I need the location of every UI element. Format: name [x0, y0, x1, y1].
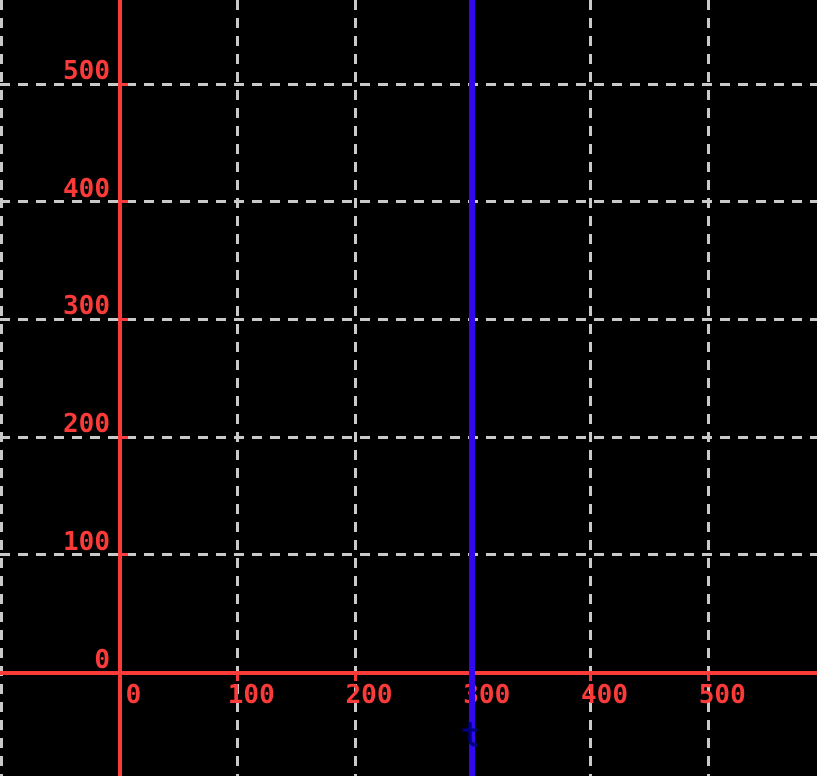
x-tick-500	[706, 673, 710, 681]
y-tick-label-500: 500	[63, 56, 110, 86]
hidden-cursor-glyph	[462, 722, 478, 747]
gridline-v-500	[706, 0, 710, 776]
y-tick-400	[119, 200, 128, 204]
y-tick-label-200: 200	[63, 409, 110, 440]
gridline-v-100	[235, 0, 239, 776]
gridline-v--100	[0, 0, 4, 776]
x-tick-label-400: 400	[581, 680, 628, 710]
y-tick-label-0: 0	[94, 644, 110, 675]
y-tick-500	[119, 82, 128, 86]
y-tick-label-100: 100	[63, 526, 110, 557]
y-tick-label-400: 400	[63, 173, 110, 204]
y-axis	[117, 0, 122, 776]
y-tick-100	[119, 553, 128, 557]
y-tick-300	[119, 317, 128, 321]
gridline-h-300	[0, 317, 817, 321]
x-tick-label-500: 500	[698, 680, 746, 710]
y-tick-label-300: 300	[63, 291, 110, 322]
x-tick-label-200: 200	[345, 680, 393, 710]
x-tick-label-100: 100	[227, 680, 275, 710]
x-tick-100	[235, 673, 239, 681]
gridline-h-200	[0, 435, 817, 439]
x-tick-200	[353, 673, 357, 681]
gridline-v-400	[589, 0, 592, 776]
x-tick-400	[589, 673, 592, 681]
blue-vertical-line	[469, 0, 476, 776]
glyph-stem	[468, 722, 478, 747]
gridline-h-500	[0, 82, 817, 86]
x-axis	[0, 670, 817, 675]
gridline-h-100	[0, 553, 817, 557]
x-tick-label-0: 0	[125, 680, 142, 710]
y-tick-200	[119, 435, 128, 439]
gridline-v-200	[353, 0, 357, 776]
gridline-h-400	[0, 200, 817, 204]
